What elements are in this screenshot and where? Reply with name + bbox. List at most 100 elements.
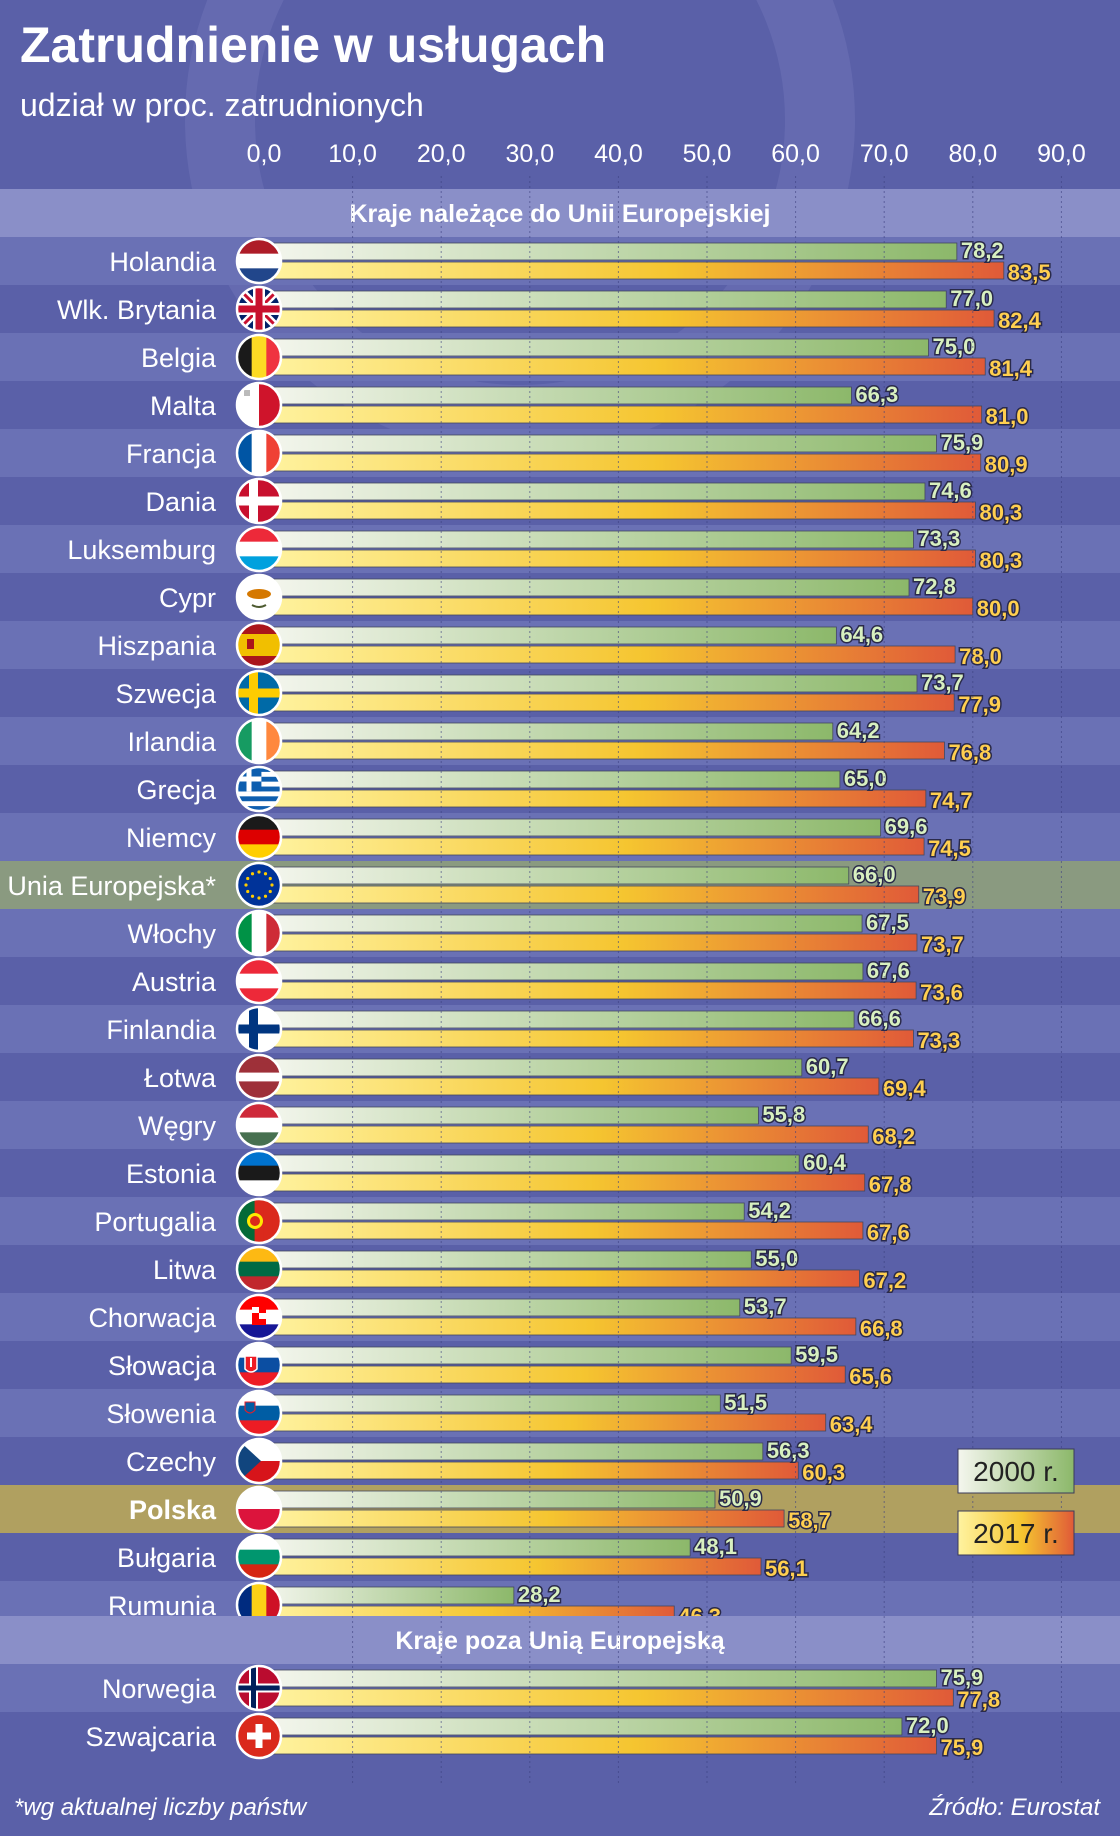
value-label-2000: 69,6	[885, 814, 928, 839]
bar-2017	[263, 1269, 860, 1288]
country-label: Portugalia	[94, 1207, 217, 1237]
bulgaria-flag	[235, 1533, 283, 1581]
value-label-2000: 72,0	[906, 1713, 949, 1738]
value-label-2017: 81,4	[989, 356, 1033, 381]
bar-2000	[263, 1538, 691, 1557]
bar-2017	[263, 1173, 866, 1192]
bar-2017	[263, 1557, 762, 1576]
value-label-2017: 80,3	[979, 548, 1022, 573]
value-label-2017: 66,8	[860, 1316, 903, 1341]
value-label-2000: 56,3	[767, 1438, 810, 1463]
value-label-2000: 50,9	[719, 1486, 762, 1511]
value-label-2017: 77,9	[958, 692, 1001, 717]
bar-2000	[263, 1154, 800, 1173]
footnote: *wg aktualnej liczby państw	[14, 1794, 308, 1821]
value-label-2017: 67,2	[863, 1268, 906, 1293]
country-label: Cypr	[159, 583, 216, 613]
legend: 2000 r. 2017 r.	[957, 1448, 1075, 1556]
value-label-2017: 75,9	[940, 1735, 983, 1760]
bar-2017	[263, 453, 982, 472]
bar-2000	[263, 962, 864, 981]
bar-2000	[263, 242, 958, 261]
value-label-2017: 82,4	[998, 308, 1042, 333]
value-label-2000: 55,8	[762, 1102, 805, 1127]
value-label-2000: 67,5	[866, 910, 909, 935]
bar-2017	[263, 1688, 954, 1707]
section-label: Kraje należące do Unii Europejskiej	[350, 200, 771, 228]
value-label-2017: 65,6	[849, 1364, 892, 1389]
bar-2000	[263, 1669, 937, 1688]
bar-2017	[263, 357, 986, 376]
value-label-2017: 67,8	[869, 1172, 912, 1197]
country-label: Chorwacja	[88, 1303, 217, 1333]
value-label-2000: 78,2	[961, 238, 1004, 263]
bar-2000	[263, 578, 910, 597]
country-label: Polska	[129, 1495, 217, 1525]
bar-2000	[263, 1202, 745, 1221]
source-note: Źródło: Eurostat	[928, 1794, 1101, 1821]
bar-2017	[263, 1413, 827, 1432]
bar-2017	[263, 837, 925, 856]
hungary-flag	[235, 1101, 283, 1149]
spain-flag	[235, 621, 283, 669]
norway-flag	[235, 1664, 283, 1712]
france-flag	[235, 429, 283, 477]
latvia-flag	[235, 1053, 283, 1101]
value-label-2000: 60,4	[803, 1150, 847, 1175]
country-label: Węgry	[138, 1111, 217, 1141]
legend-swatch-2000	[957, 1448, 1075, 1494]
croatia-flag	[235, 1293, 283, 1341]
value-label-2017: 67,6	[867, 1220, 910, 1245]
value-label-2017: 80,3	[979, 500, 1022, 525]
value-label-2017: 81,0	[986, 404, 1029, 429]
bar-2000	[263, 434, 937, 453]
country-label: Słowenia	[106, 1399, 217, 1429]
value-label-2000: 65,0	[844, 766, 887, 791]
value-label-2017: 68,2	[872, 1124, 915, 1149]
finland-flag	[235, 1005, 283, 1053]
country-label: Bułgaria	[117, 1543, 217, 1573]
value-label-2000: 59,5	[795, 1342, 838, 1367]
italy-flag	[235, 909, 283, 957]
slovenia-flag	[235, 1389, 283, 1437]
bar-2017	[263, 693, 955, 712]
ireland-flag	[235, 717, 283, 765]
value-label-2017: 77,8	[957, 1687, 1000, 1712]
bar-2017	[263, 1125, 869, 1144]
value-label-2000: 60,7	[806, 1054, 849, 1079]
bar-2017	[263, 405, 983, 424]
country-label: Łotwa	[144, 1063, 217, 1093]
value-label-2000: 66,6	[858, 1006, 901, 1031]
bar-2017	[263, 1365, 846, 1384]
bar-2017	[263, 501, 976, 520]
tick-label: 10,0	[328, 140, 377, 168]
netherlands-flag	[235, 237, 283, 285]
chart-subtitle: udział w proc. zatrudnionych	[20, 87, 424, 123]
tick-label: 50,0	[683, 140, 732, 168]
x-axis-ticks: 0,0 10,0 20,0 30,0 40,0 50,0 60,0 70,0 80,0 90,0	[247, 140, 1086, 168]
tick-label: 80,0	[948, 140, 997, 168]
bar-2017	[263, 549, 976, 568]
sweden-flag	[235, 669, 283, 717]
bar-2000	[263, 674, 918, 693]
bar-2000	[263, 818, 882, 837]
country-label: Estonia	[126, 1159, 217, 1189]
austria-flag	[235, 957, 283, 1005]
bar-2000	[263, 1490, 716, 1509]
bar-2000	[263, 1298, 741, 1317]
bar-2000	[263, 1346, 792, 1365]
value-label-2017: 58,7	[788, 1508, 831, 1533]
switzerland-flag	[235, 1712, 283, 1760]
value-label-2000: 28,2	[518, 1582, 561, 1607]
bar-2000	[263, 626, 837, 645]
czechia-flag	[235, 1437, 283, 1485]
country-label: Holandia	[109, 247, 217, 277]
value-label-2017: 76,8	[948, 740, 991, 765]
country-label: Czechy	[126, 1447, 217, 1477]
country-label: Szwecja	[115, 679, 217, 709]
legend-swatch-2017	[957, 1510, 1075, 1556]
tick-label: 30,0	[505, 140, 554, 168]
country-label: Malta	[150, 391, 217, 421]
bar-2000	[263, 1394, 721, 1413]
